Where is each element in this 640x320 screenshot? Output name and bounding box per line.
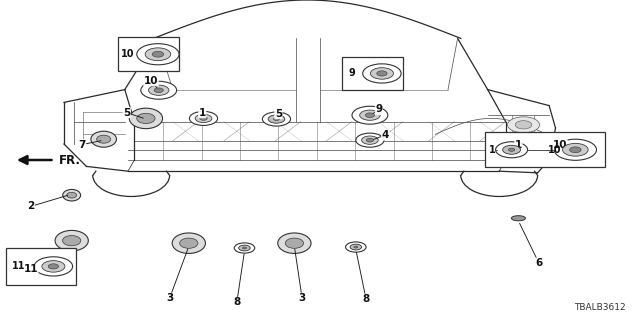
Circle shape	[508, 148, 515, 151]
Circle shape	[239, 245, 250, 251]
FancyBboxPatch shape	[485, 132, 605, 167]
Ellipse shape	[129, 108, 163, 129]
Circle shape	[346, 242, 366, 252]
Circle shape	[34, 257, 72, 276]
Text: 7: 7	[78, 140, 86, 150]
Ellipse shape	[137, 113, 155, 124]
Circle shape	[262, 112, 291, 126]
FancyBboxPatch shape	[342, 57, 403, 90]
Ellipse shape	[67, 192, 77, 198]
Circle shape	[366, 138, 374, 142]
Text: 9: 9	[348, 68, 355, 78]
Ellipse shape	[180, 238, 198, 248]
Circle shape	[363, 64, 401, 83]
Circle shape	[377, 71, 387, 76]
Circle shape	[356, 133, 384, 147]
Circle shape	[360, 110, 380, 120]
Text: 4: 4	[381, 130, 389, 140]
Circle shape	[554, 139, 596, 160]
Circle shape	[354, 246, 358, 248]
Text: 3: 3	[166, 293, 173, 303]
Ellipse shape	[91, 131, 116, 147]
Circle shape	[195, 114, 212, 123]
Text: 11: 11	[12, 261, 26, 271]
Circle shape	[48, 264, 59, 269]
Circle shape	[362, 136, 378, 144]
Circle shape	[141, 81, 177, 99]
Ellipse shape	[278, 233, 311, 253]
Text: 6: 6	[535, 258, 543, 268]
Text: FR.: FR.	[59, 154, 81, 166]
Text: 10: 10	[144, 76, 158, 86]
Circle shape	[148, 85, 169, 95]
Text: 5: 5	[123, 108, 131, 118]
Circle shape	[200, 116, 207, 120]
Ellipse shape	[285, 238, 303, 248]
Text: 10: 10	[548, 145, 562, 155]
FancyBboxPatch shape	[6, 248, 76, 285]
Circle shape	[145, 48, 171, 60]
Text: 11: 11	[24, 264, 38, 275]
Text: TBALB3612: TBALB3612	[574, 303, 626, 312]
Circle shape	[570, 147, 581, 153]
Circle shape	[350, 244, 362, 250]
Ellipse shape	[55, 230, 88, 251]
Circle shape	[268, 115, 285, 123]
Circle shape	[508, 117, 540, 133]
Circle shape	[515, 121, 532, 129]
Text: 9: 9	[375, 104, 383, 115]
Circle shape	[273, 117, 280, 121]
Circle shape	[137, 44, 179, 65]
Circle shape	[152, 51, 164, 57]
Circle shape	[42, 260, 65, 272]
Circle shape	[495, 142, 527, 158]
Ellipse shape	[511, 216, 525, 221]
Ellipse shape	[172, 233, 205, 253]
Text: 1: 1	[198, 108, 206, 118]
Circle shape	[563, 143, 588, 156]
Text: 2: 2	[27, 201, 35, 212]
Circle shape	[234, 243, 255, 253]
Ellipse shape	[97, 135, 111, 143]
Text: 8: 8	[362, 294, 370, 304]
FancyBboxPatch shape	[118, 37, 179, 71]
Circle shape	[154, 88, 163, 92]
Ellipse shape	[63, 189, 81, 201]
Text: 1: 1	[515, 140, 522, 150]
Circle shape	[243, 247, 246, 249]
Circle shape	[371, 68, 394, 79]
Circle shape	[502, 145, 520, 154]
Ellipse shape	[63, 236, 81, 246]
Circle shape	[352, 106, 388, 124]
Text: 3: 3	[298, 293, 306, 303]
Text: 5: 5	[275, 108, 282, 119]
Circle shape	[189, 111, 218, 125]
Circle shape	[365, 113, 374, 117]
Text: 10: 10	[553, 140, 567, 150]
Text: 1: 1	[489, 145, 496, 155]
Text: 8: 8	[233, 297, 241, 308]
Text: 10: 10	[121, 49, 134, 59]
